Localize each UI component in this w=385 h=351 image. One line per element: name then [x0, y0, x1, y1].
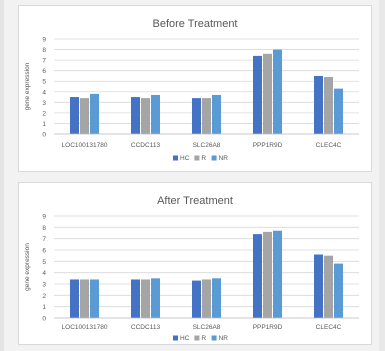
y-tick-label: 4 [42, 270, 46, 277]
bar-nr-slc26a8 [212, 94, 221, 134]
legend-label-r: R [201, 155, 206, 162]
y-tick-label: 6 [42, 248, 46, 255]
bar-nr-clec4c [334, 88, 343, 134]
bar-hc-ppp1r9d [253, 234, 262, 318]
y-tick-label: 7 [42, 236, 46, 243]
y-tick-label: 9 [42, 37, 46, 44]
bar-nr-slc26a8 [212, 278, 221, 318]
x-tick-label: CLEC4C [316, 142, 342, 149]
bar-nr-ccdc113 [151, 94, 160, 134]
y-tick-label: 1 [42, 121, 46, 128]
y-tick-label: 5 [42, 259, 46, 266]
y-axis-label: gene expression [24, 243, 31, 291]
chart-panel-before-treatment: Before Treatment 0 1 2 3 4 5 6 7 8 9 gene expressio… [18, 5, 372, 172]
y-axis-label: gene expression [24, 62, 31, 110]
legend-swatch-hc [173, 155, 178, 161]
y-tick-label: 2 [42, 110, 46, 117]
legend-swatch-nr [211, 155, 217, 161]
left-edge-strip [0, 0, 4, 351]
legend-label-hc: HC [180, 155, 190, 162]
x-tick-label: PPP1R9D [253, 142, 283, 149]
y-tick-label: 0 [42, 132, 46, 139]
chart-before-treatment: Before Treatment 0 1 2 3 4 5 6 7 8 9 gene expressio… [24, 18, 359, 162]
y-tick-label: 4 [42, 89, 46, 96]
bar-hc-ccdc113 [131, 97, 140, 134]
bar-r-ppp1r9d [263, 53, 272, 134]
y-tick-label: 8 [42, 225, 46, 232]
x-tick-label: SLC26A8 [193, 324, 221, 331]
y-tick-label: 3 [42, 282, 46, 289]
bar-r-loc100131780 [80, 279, 89, 318]
bar-nr-clec4c [334, 263, 343, 318]
bar-hc-loc100131780 [70, 97, 79, 134]
bar-nr-ppp1r9d [273, 230, 282, 318]
bar-r-ccdc113 [141, 279, 150, 318]
chart-title: After Treatment [157, 195, 233, 207]
x-tick-label: CLEC4C [316, 324, 342, 331]
bar-nr-loc100131780 [90, 93, 99, 134]
legend-swatch-nr [211, 335, 217, 341]
x-tick-label: LOC100131780 [62, 324, 108, 331]
x-tick-label: LOC100131780 [62, 142, 108, 149]
y-tick-label: 1 [42, 304, 46, 311]
bar-hc-slc26a8 [192, 280, 201, 318]
bar-nr-ccdc113 [151, 278, 160, 318]
bar-hc-ppp1r9d [253, 55, 262, 135]
y-tick-label: 7 [42, 58, 46, 65]
bar-nr-loc100131780 [90, 279, 99, 318]
bar-r-clec4c [324, 77, 333, 134]
x-tick-label: CCDC113 [131, 142, 161, 149]
y-tick-label: 5 [42, 79, 46, 86]
bar-r-ppp1r9d [263, 231, 272, 318]
right-edge-strip [379, 0, 385, 351]
bar-r-ccdc113 [141, 98, 150, 134]
bar-nr-ppp1r9d [273, 49, 282, 134]
chart-panel-after-treatment: After Treatment 0 1 2 3 4 5 6 7 8 9 gene expression… [18, 182, 372, 345]
y-tick-label: 8 [42, 47, 46, 54]
y-tick-label: 6 [42, 68, 46, 75]
legend-label-r: R [201, 335, 206, 342]
legend-label-hc: HC [180, 335, 190, 342]
x-tick-label: PPP1R9D [253, 324, 283, 331]
bar-r-loc100131780 [80, 98, 89, 134]
y-tick-label: 2 [42, 293, 46, 300]
bar-hc-loc100131780 [70, 279, 79, 318]
legend-swatch-r [194, 335, 200, 341]
y-tick-label: 9 [42, 214, 46, 221]
bar-hc-clec4c [314, 75, 323, 134]
bar-r-slc26a8 [202, 279, 211, 318]
bar-r-slc26a8 [202, 98, 211, 134]
bar-hc-clec4c [314, 254, 323, 318]
bar-r-clec4c [324, 255, 333, 318]
legend-label-nr: NR [219, 335, 229, 342]
bar-hc-ccdc113 [131, 279, 140, 318]
legend-swatch-hc [173, 335, 178, 341]
x-tick-label: SLC26A8 [193, 142, 221, 149]
y-tick-label: 3 [42, 100, 46, 107]
y-tick-label: 0 [42, 316, 46, 323]
chart-title: Before Treatment [153, 18, 238, 30]
legend-swatch-r [194, 155, 200, 161]
legend-label-nr: NR [219, 155, 229, 162]
bar-hc-slc26a8 [192, 98, 201, 134]
x-tick-label: CCDC113 [131, 324, 161, 331]
chart-after-treatment: After Treatment 0 1 2 3 4 5 6 7 8 9 gene expression… [24, 195, 359, 342]
